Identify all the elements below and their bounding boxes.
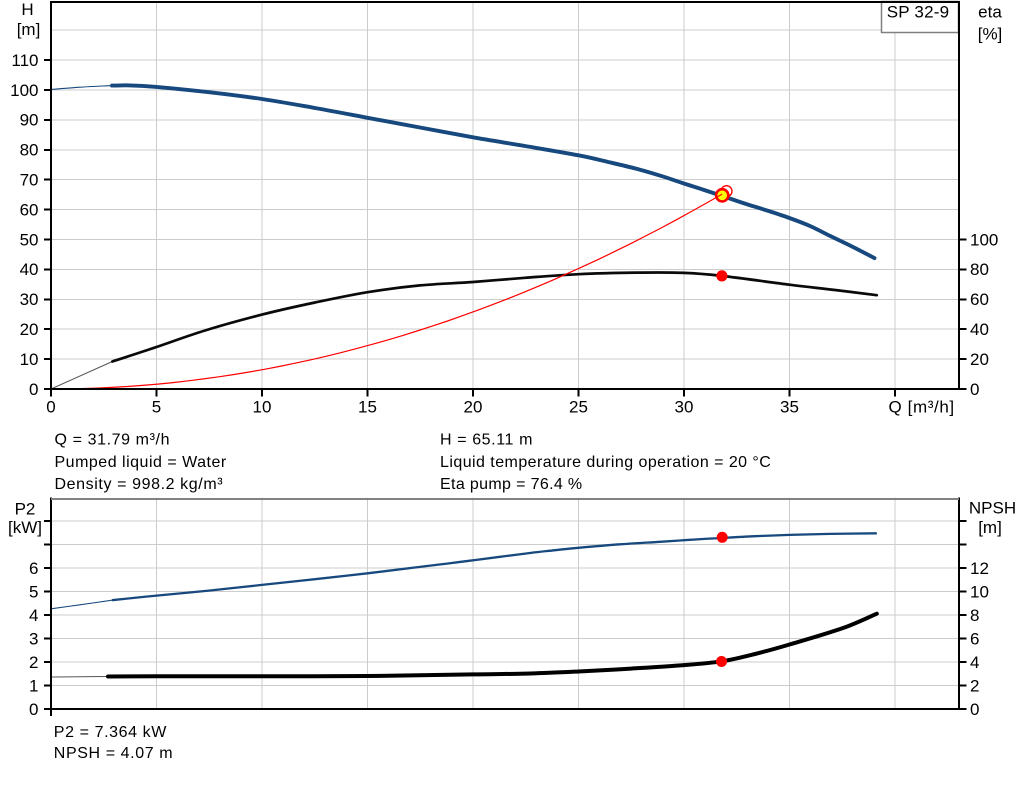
svg-text:[m]: [m] — [17, 20, 41, 39]
svg-text:50: 50 — [20, 230, 39, 249]
svg-text:30: 30 — [20, 290, 39, 309]
svg-text:Liquid temperature during oper: Liquid temperature during operation = 20… — [440, 454, 771, 471]
svg-text:40: 40 — [20, 260, 39, 279]
svg-text:6: 6 — [970, 629, 979, 648]
svg-text:H = 65.11 m: H = 65.11 m — [440, 432, 533, 449]
svg-text:Density = 998.2 kg/m³: Density = 998.2 kg/m³ — [55, 476, 224, 493]
svg-text:SP 32-9: SP 32-9 — [887, 3, 950, 22]
svg-text:NPSH = 4.07 m: NPSH = 4.07 m — [54, 745, 173, 762]
svg-text:P2: P2 — [15, 499, 36, 518]
svg-text:60: 60 — [970, 290, 989, 309]
svg-text:20: 20 — [464, 397, 483, 416]
svg-text:80: 80 — [20, 141, 39, 160]
svg-text:P2 = 7.364 kW: P2 = 7.364 kW — [54, 724, 167, 741]
svg-text:[%]: [%] — [978, 24, 1003, 43]
svg-text:25: 25 — [569, 397, 588, 416]
svg-text:6: 6 — [29, 559, 38, 578]
svg-text:100: 100 — [10, 81, 38, 100]
svg-text:60: 60 — [20, 200, 39, 219]
svg-text:H: H — [21, 0, 33, 19]
svg-text:Pumped liquid = Water: Pumped liquid = Water — [55, 454, 227, 471]
svg-text:0: 0 — [970, 700, 979, 719]
svg-text:2: 2 — [29, 653, 38, 672]
svg-text:3: 3 — [29, 629, 38, 648]
svg-text:8: 8 — [970, 606, 979, 625]
svg-text:4: 4 — [29, 606, 38, 625]
svg-text:12: 12 — [970, 559, 989, 578]
svg-text:0: 0 — [29, 700, 38, 719]
svg-text:20: 20 — [20, 320, 39, 339]
svg-text:4: 4 — [970, 653, 979, 672]
svg-text:Q = 31.79 m³/h: Q = 31.79 m³/h — [55, 432, 171, 449]
svg-text:10: 10 — [20, 350, 39, 369]
svg-text:30: 30 — [675, 397, 694, 416]
svg-text:[m]: [m] — [978, 518, 1002, 537]
svg-text:5: 5 — [29, 582, 38, 601]
svg-text:40: 40 — [970, 320, 989, 339]
svg-text:Q [m³/h]: Q [m³/h] — [889, 397, 955, 416]
svg-text:[kW]: [kW] — [8, 518, 42, 537]
svg-text:eta: eta — [978, 2, 1002, 21]
svg-text:0: 0 — [46, 397, 55, 416]
svg-text:100: 100 — [970, 230, 998, 249]
svg-text:NPSH: NPSH — [969, 498, 1016, 517]
svg-text:15: 15 — [358, 397, 377, 416]
svg-text:0: 0 — [29, 380, 38, 399]
svg-text:35: 35 — [780, 397, 799, 416]
svg-text:10: 10 — [253, 397, 272, 416]
svg-text:1: 1 — [29, 676, 38, 695]
svg-text:80: 80 — [970, 260, 989, 279]
svg-text:0: 0 — [970, 380, 979, 399]
svg-text:5: 5 — [152, 397, 161, 416]
svg-text:20: 20 — [970, 350, 989, 369]
svg-text:110: 110 — [11, 51, 38, 70]
svg-text:70: 70 — [20, 171, 39, 190]
svg-text:Eta pump = 76.4 %: Eta pump = 76.4 % — [440, 476, 582, 493]
svg-text:2: 2 — [970, 676, 979, 695]
svg-text:10: 10 — [970, 582, 989, 601]
svg-text:90: 90 — [20, 111, 39, 130]
